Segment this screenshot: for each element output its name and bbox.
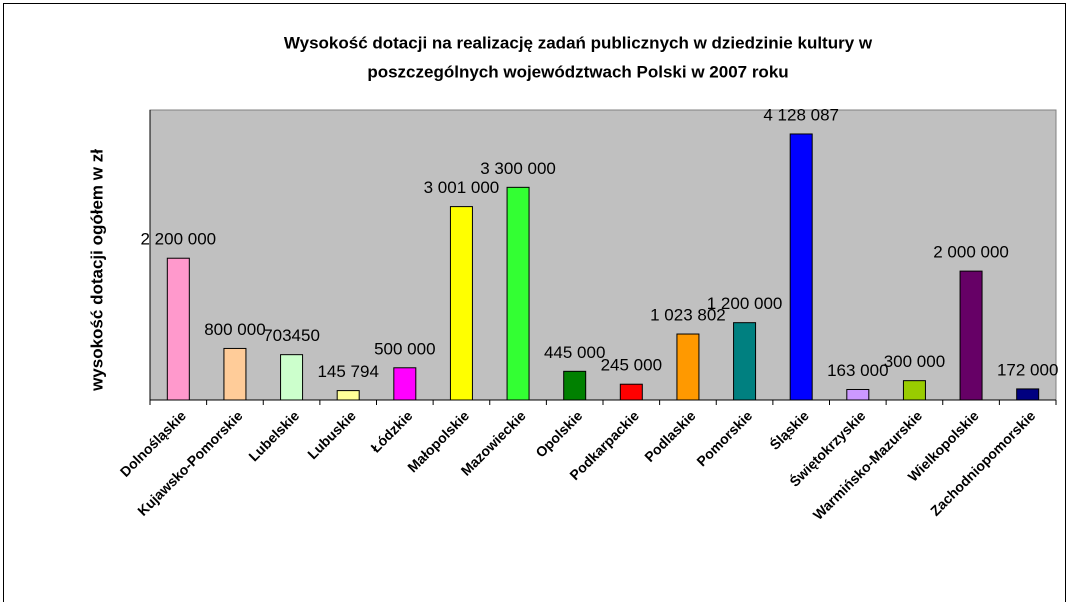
chart-title: Wysokość dotacji na realizację zadań pub… [284,33,873,52]
bar [619,383,643,401]
data-label: 445 000 [544,343,605,362]
data-label: 3 001 000 [424,178,500,197]
data-label: 145 794 [317,362,378,381]
data-label: 163 000 [827,361,888,380]
data-label: 172 000 [997,360,1058,379]
bar [789,133,813,401]
bar [676,333,700,401]
bar [223,347,247,401]
data-label: 245 000 [601,356,662,375]
bar [563,370,587,401]
bar [166,257,190,401]
data-label: 2 200 000 [140,230,216,249]
data-label: 800 000 [204,320,265,339]
bar [280,354,304,401]
bar [902,380,926,401]
data-label: 1 200 000 [707,294,783,313]
y-axis-label: wysokość dotacji ogółem w zł [87,149,106,392]
bar [959,270,983,401]
bar [506,186,530,401]
data-label: 2 000 000 [933,243,1009,262]
bar [846,388,870,401]
bar [733,322,757,401]
data-label: 4 128 087 [763,105,839,124]
bar [1016,388,1040,401]
plot-area [149,109,1057,401]
data-label: 300 000 [884,352,945,371]
data-label: 1 023 802 [650,306,726,325]
data-label: 500 000 [374,339,435,358]
bar [393,367,417,401]
chart-title: poszczególnych województwach Polski w 20… [367,62,788,81]
data-label: 703450 [263,326,320,345]
bar [336,390,360,401]
bar [449,206,473,401]
data-label: 3 300 000 [480,159,556,178]
